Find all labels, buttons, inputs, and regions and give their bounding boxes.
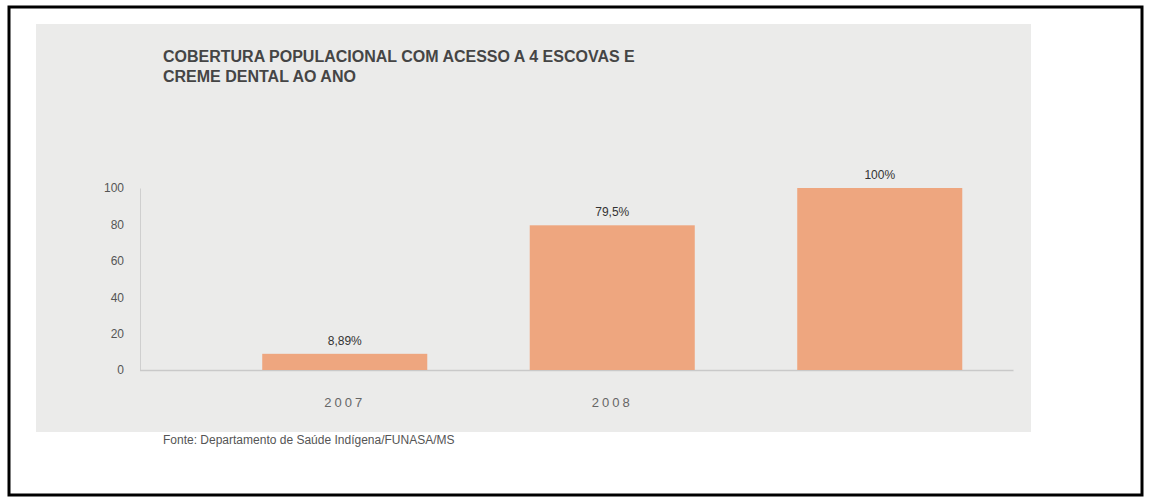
bar [797,188,962,370]
bar [530,225,695,370]
title-line: COBERTURA POPULACIONAL COM ACESSO A 4 ES… [163,48,635,65]
x-tick: 2007 [324,370,365,410]
y-axis-line [140,189,141,371]
data-labels: 8,89% 79,5% 100% [328,168,896,348]
y-tick: 80 [111,218,140,232]
bars [262,188,962,370]
y-axis: 0 20 40 60 80 100 [104,181,141,377]
y-tick: 0 [117,363,140,377]
chart: COBERTURA POPULACIONAL COM ACESSO A 4 ES… [0,0,1151,502]
data-label: 8,89% [328,334,362,348]
data-label: 100% [864,168,895,182]
source: Fonte: Departamento de Saúde Indígena/FU… [163,433,455,447]
y-tick: 60 [111,254,140,268]
x-axis: 2007 2008 [140,370,1014,410]
y-tick-label: 40 [111,291,125,305]
y-tick-label: 100 [104,181,124,195]
title-line: CREME DENTAL AO ANO [163,68,356,85]
title: COBERTURA POPULACIONAL COM ACESSO A 4 ES… [163,48,635,85]
panel [36,24,1031,432]
data-label: 79,5% [595,205,629,219]
frame [9,7,1142,495]
y-tick: 20 [111,327,140,341]
x-tick: 2008 [592,370,633,410]
y-tick-label: 60 [111,254,125,268]
y-tick-label: 0 [117,363,124,377]
y-tick-label: 80 [111,218,125,232]
y-tick: 100 [104,181,140,195]
bar [262,354,427,370]
x-tick-label: 2007 [324,395,365,410]
y-tick-label: 20 [111,327,125,341]
y-tick: 40 [111,291,140,305]
x-tick-label: 2008 [592,395,633,410]
